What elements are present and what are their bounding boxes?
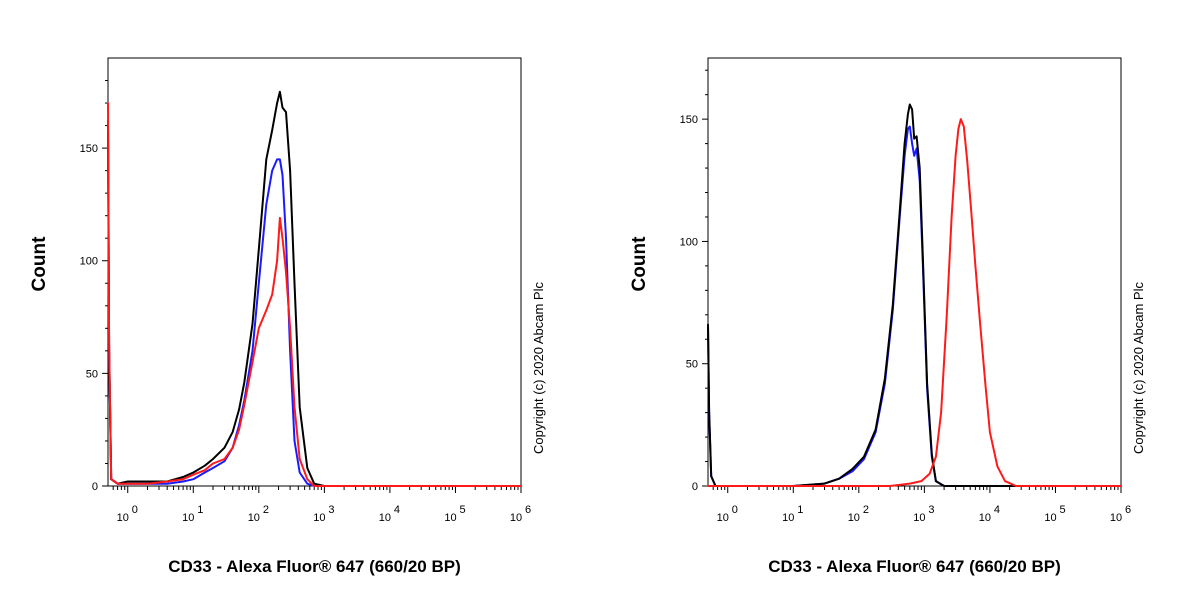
y-tick-label: 50 [686, 359, 698, 371]
x-tick-label: 10 [848, 512, 860, 524]
x-tick-exponent: 3 [928, 504, 934, 516]
x-tick-label: 10 [913, 512, 925, 524]
histogram-series-2 [707, 103, 1122, 487]
x-tick-exponent: 0 [132, 504, 138, 516]
x-tick-label: 10 [1044, 512, 1056, 524]
histogram-series-2 [107, 90, 522, 487]
plot-frame [107, 57, 522, 487]
y-axis-label: Count [629, 236, 650, 292]
x-tick-exponent: 6 [525, 504, 531, 516]
histogram-series-3 [107, 102, 522, 487]
x-tick-exponent: 4 [994, 504, 1000, 516]
y-tick-label: 0 [692, 481, 698, 493]
x-tick-label: 10 [313, 512, 325, 524]
y-tick-label: 150 [680, 114, 698, 126]
x-tick-exponent: 6 [1125, 504, 1131, 516]
copyright-notice: Copyright (c) 2020 Abcam Plc [1131, 282, 1146, 454]
x-tick-exponent: 1 [797, 504, 803, 516]
x-tick-label: 10 [782, 512, 794, 524]
copyright-notice: Copyright (c) 2020 Abcam Plc [531, 282, 546, 454]
y-tick-label: 50 [86, 368, 98, 380]
x-axis-label: CD33 - Alexa Fluor® 647 (660/20 BP) [768, 557, 1061, 576]
y-tick-label: 150 [80, 143, 98, 155]
x-tick-label: 10 [182, 512, 194, 524]
x-axis-label: CD33 - Alexa Fluor® 647 (660/20 BP) [168, 557, 461, 576]
x-tick-exponent: 2 [263, 504, 269, 516]
x-tick-label: 10 [717, 512, 729, 524]
y-tick-label: 100 [680, 236, 698, 248]
y-axis-label: Count [29, 236, 50, 292]
plot-frame [707, 57, 1122, 487]
x-tick-label: 10 [510, 512, 522, 524]
x-tick-exponent: 2 [863, 504, 869, 516]
histogram-series-1 [107, 124, 522, 487]
y-tick-label: 0 [92, 481, 98, 493]
x-tick-label: 10 [117, 512, 129, 524]
histogram-series-3 [707, 118, 1122, 487]
x-tick-exponent: 5 [1059, 504, 1065, 516]
x-tick-label: 10 [248, 512, 260, 524]
x-tick-label: 10 [1110, 512, 1122, 524]
x-tick-label: 10 [379, 512, 391, 524]
histogram-series-1 [707, 125, 1122, 487]
x-tick-label: 10 [979, 512, 991, 524]
x-tick-label: 10 [444, 512, 456, 524]
y-tick-label: 100 [80, 256, 98, 268]
x-tick-exponent: 0 [732, 504, 738, 516]
x-tick-exponent: 1 [197, 504, 203, 516]
x-tick-exponent: 3 [328, 504, 334, 516]
x-tick-exponent: 4 [394, 504, 400, 516]
x-tick-exponent: 5 [459, 504, 465, 516]
